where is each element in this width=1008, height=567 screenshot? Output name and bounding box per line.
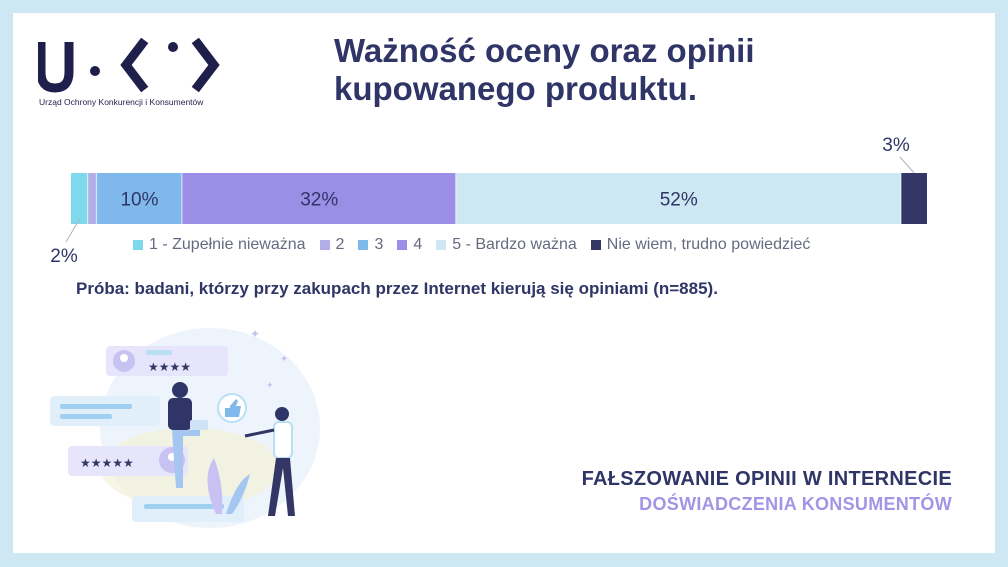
person-sitting — [168, 382, 208, 488]
legend-label: Nie wiem, trudno powiedzieć — [606, 236, 811, 253]
rating-card-bottom: ★★★★★ — [68, 446, 188, 476]
data-label-4: 32% — [300, 190, 338, 211]
legend-label: 3 — [374, 236, 384, 253]
plant-decoration — [207, 458, 250, 514]
svg-text:★★★★: ★★★★ — [148, 360, 191, 374]
data-label-3: 10% — [120, 190, 158, 211]
legend-swatch — [133, 240, 143, 250]
legend-item-3: 3 — [358, 236, 383, 254]
legend-item-6: Nie wiem, trudno powiedzieć — [590, 236, 811, 254]
bar-segment-2 — [88, 173, 97, 224]
person-standing — [244, 407, 295, 516]
page-title: Ważność oceny oraz opinii kupowanego pro… — [334, 32, 755, 107]
legend-item-4: 4 — [397, 236, 422, 254]
legend-label: 2 — [335, 236, 345, 253]
legend-item-1: 1 - Zupełnie nieważna — [133, 236, 306, 254]
uokik-logo — [38, 38, 220, 93]
legend-label: 4 — [413, 236, 423, 253]
label-leader-line — [65, 218, 80, 243]
bar-segment-1 — [71, 173, 89, 224]
stacked-bar-chart: 2%1%10%32%52%3% — [50, 135, 927, 267]
review-illustration: ★★★★ ★★★★★ ✦ ✦ ✦ — [50, 327, 320, 528]
logo-tagline: Urząd Ochrony Konkurencji i Konsumentów — [39, 97, 204, 107]
legend-label: 5 - Bardzo ważna — [452, 236, 577, 253]
legend-swatch — [358, 240, 369, 250]
svg-text:✦: ✦ — [266, 381, 274, 391]
legend-item-5: 5 - Bardzo ważna — [436, 236, 577, 254]
data-label-1: 2% — [50, 246, 78, 267]
legend-item-2: 2 — [319, 236, 345, 254]
svg-text:✦: ✦ — [250, 327, 260, 341]
legend-swatch — [397, 240, 408, 250]
label-leader-line — [899, 156, 915, 174]
legend-swatch — [590, 240, 601, 250]
bar-segment-4 — [182, 173, 457, 224]
like-icon — [217, 393, 247, 423]
data-label-6: 3% — [882, 135, 910, 156]
comment-card-bottom — [132, 496, 244, 522]
chart-legend: 1 - Zupełnie nieważna 2 3 4 5 - Bardzo ważna… — [133, 234, 810, 256]
footer-title: FAŁSZOWANIE OPINII W INTERNECIE — [581, 468, 952, 490]
data-label-5: 52% — [660, 190, 698, 211]
footer-subtitle: DOŚWIADCZENIA KONSUMENTÓW — [639, 494, 952, 514]
svg-text:✦: ✦ — [280, 354, 288, 365]
comment-card-left — [50, 396, 160, 426]
bar-segment-6 — [901, 173, 927, 224]
bar-segment-5 — [456, 173, 902, 224]
legend-swatch — [436, 240, 447, 250]
rating-card-top: ★★★★ — [106, 346, 228, 376]
bar-segment-3 — [96, 173, 183, 224]
svg-text:★★★★★: ★★★★★ — [80, 456, 134, 470]
sample-note: Próba: badani, którzy przy zakupach prze… — [76, 279, 718, 298]
legend-swatch — [319, 240, 330, 250]
legend-label: 1 - Zupełnie nieważna — [149, 236, 306, 253]
